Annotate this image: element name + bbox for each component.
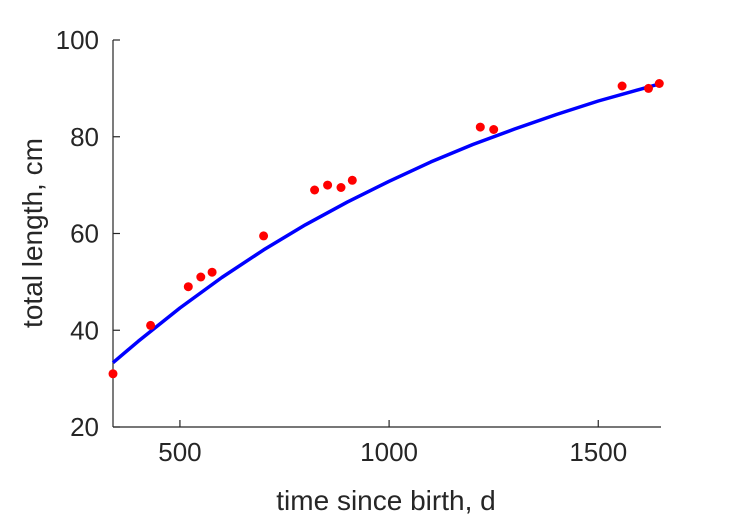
data-points-layer (108, 79, 664, 379)
y-tick-label: 40 (70, 315, 99, 345)
y-tick-label: 80 (70, 122, 99, 152)
data-point (196, 272, 206, 282)
x-tick-label: 1000 (360, 437, 418, 467)
data-point (259, 231, 269, 241)
data-point (146, 320, 156, 330)
x-axis-label: time since birth, d (276, 485, 495, 516)
data-point (323, 180, 333, 190)
y-tick-label: 60 (70, 219, 99, 249)
data-point (654, 79, 664, 88)
data-point (310, 185, 320, 195)
x-tick-label: 1500 (569, 437, 627, 467)
fit-line-layer (111, 81, 662, 365)
data-point (336, 183, 346, 192)
y-axis-label: total length, cm (17, 138, 48, 328)
fit-curve (111, 81, 662, 365)
axes: 20 40 60 80 100 500 1000 1500 (56, 25, 661, 467)
y-tick-label: 100 (56, 25, 99, 55)
data-point (108, 369, 118, 379)
data-point (489, 125, 499, 134)
data-point (207, 267, 217, 277)
data-point (475, 122, 485, 132)
y-tick-label: 20 (70, 412, 99, 442)
data-point (183, 282, 193, 292)
data-point (617, 81, 627, 91)
data-point (644, 83, 653, 93)
x-tick-label: 500 (158, 437, 201, 467)
data-point (347, 175, 357, 185)
